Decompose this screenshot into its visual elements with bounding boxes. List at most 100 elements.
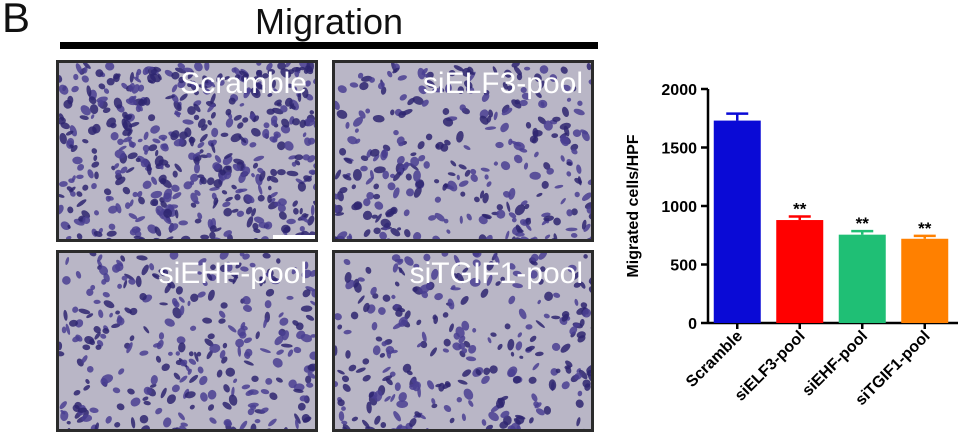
cell [432, 235, 441, 239]
cell [213, 179, 223, 188]
cell [420, 340, 428, 349]
cell [112, 73, 120, 83]
cell [312, 181, 315, 191]
micrograph-sitgif1: siTGIF1-pool [332, 250, 594, 432]
cell [172, 307, 182, 319]
cell [220, 302, 228, 309]
cell [223, 384, 230, 393]
cell [267, 185, 272, 191]
cell [69, 125, 77, 137]
cell [456, 396, 462, 403]
cell [245, 206, 253, 215]
cell [341, 375, 350, 383]
cell [166, 280, 176, 289]
cell [129, 72, 134, 83]
cell [71, 85, 79, 93]
cell [538, 80, 545, 90]
cell [442, 348, 450, 353]
cell [137, 138, 143, 143]
cell [142, 180, 152, 189]
cell [535, 91, 542, 98]
y-tick-label: 1000 [661, 199, 697, 216]
cell [106, 78, 115, 86]
cell [162, 214, 172, 225]
cell [523, 162, 529, 170]
cell [416, 429, 424, 432]
cell [276, 102, 282, 107]
cell [299, 207, 303, 215]
cell [496, 209, 506, 219]
cell [249, 262, 256, 268]
cell [260, 236, 269, 239]
cell [573, 282, 582, 288]
cell [94, 331, 101, 340]
cell [122, 128, 132, 136]
cell [270, 275, 278, 284]
cell [262, 73, 269, 79]
cell [135, 227, 141, 233]
cell [530, 253, 539, 262]
cell [146, 66, 155, 70]
cell [443, 404, 452, 413]
cell [553, 233, 558, 239]
cell [520, 86, 527, 94]
cell [510, 351, 515, 357]
cell [263, 122, 270, 129]
cell [443, 338, 451, 347]
cell [173, 240, 179, 242]
cell [390, 109, 395, 116]
cell [431, 268, 439, 280]
micrograph-sielf3: siELF3-pool [332, 60, 594, 242]
cell [372, 154, 380, 162]
cell [458, 342, 466, 350]
cell [399, 163, 411, 169]
cell [438, 382, 445, 392]
cell [421, 67, 428, 75]
cell [574, 191, 580, 198]
cell [309, 351, 315, 360]
cell [178, 296, 185, 303]
cell [110, 122, 117, 129]
cell [295, 419, 299, 429]
cell [532, 362, 540, 371]
cell [438, 86, 445, 92]
cell [90, 284, 96, 291]
cell [551, 342, 561, 351]
cell [243, 337, 252, 344]
cell [180, 235, 191, 239]
cell [410, 152, 417, 157]
cell [128, 278, 136, 285]
cell [513, 154, 523, 164]
cell [352, 241, 359, 242]
cell [561, 313, 569, 322]
micrograph-scramble: Scramble [56, 60, 318, 242]
cell [500, 276, 506, 282]
cell [133, 76, 142, 83]
cell [122, 186, 131, 195]
cell [337, 85, 347, 93]
cell [511, 236, 517, 239]
cell [452, 273, 458, 280]
cell [381, 341, 388, 347]
cell [138, 99, 146, 107]
cell [434, 212, 445, 222]
cell [495, 141, 504, 149]
cell [293, 208, 299, 215]
cell [500, 122, 509, 133]
cell [576, 331, 586, 339]
cell [130, 417, 136, 429]
cell [512, 376, 522, 384]
cell [239, 70, 249, 77]
cell [580, 281, 586, 289]
cell [117, 138, 124, 145]
cell [286, 69, 295, 75]
cell [151, 176, 158, 185]
cell [398, 240, 402, 242]
cell [461, 413, 466, 422]
cell [234, 194, 241, 201]
cell [443, 218, 449, 224]
cell [204, 63, 210, 71]
cell [516, 73, 523, 81]
cell [85, 379, 90, 384]
cell [302, 289, 311, 298]
